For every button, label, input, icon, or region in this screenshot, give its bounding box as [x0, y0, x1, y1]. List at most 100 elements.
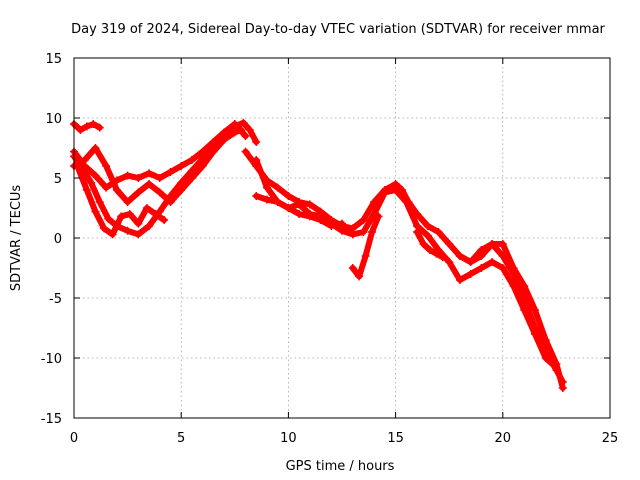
data-point: [155, 188, 164, 197]
data-point: [262, 183, 271, 192]
data-point: [241, 132, 250, 140]
data-point: [355, 272, 364, 281]
data-point: [239, 118, 248, 127]
data-series-track-8: [252, 192, 346, 230]
data-series-track-4: [70, 118, 261, 206]
data-series-track-1: [70, 120, 104, 134]
x-axis-ticks: 0 5 10 15 20 25: [70, 58, 618, 446]
data-point: [134, 188, 143, 197]
data-point: [100, 224, 109, 233]
data-point: [87, 178, 96, 187]
data-point: [425, 246, 434, 254]
x-tick-label: 5: [177, 431, 185, 446]
y-axis-label: SDTVAR / TECUs: [9, 185, 24, 292]
data-point: [509, 270, 518, 278]
data-point: [262, 195, 271, 204]
data-point: [241, 147, 250, 156]
data-point: [558, 378, 567, 386]
data-point: [552, 366, 561, 374]
data-point: [166, 168, 175, 176]
data-point: [338, 219, 346, 228]
series-line: [242, 148, 566, 391]
data-point: [151, 210, 160, 218]
y-tick-label: -5: [49, 292, 62, 307]
data-point: [104, 214, 113, 223]
data-point: [209, 147, 218, 156]
data-point: [284, 204, 293, 212]
data-point: [438, 253, 447, 262]
data-points: [70, 118, 567, 392]
data-point: [327, 222, 336, 230]
y-tick-label: 0: [54, 232, 62, 247]
data-point: [477, 264, 486, 272]
x-tick-label: 20: [495, 431, 512, 446]
data-point: [102, 162, 111, 170]
data-point: [252, 138, 261, 146]
data-point: [391, 186, 400, 194]
y-tick-label: 10: [45, 112, 62, 127]
data-series-track-6: [241, 147, 567, 392]
x-tick-label: 15: [387, 431, 404, 446]
y-tick-label: -15: [41, 412, 62, 427]
y-tick-label: 5: [54, 172, 62, 187]
data-point: [230, 122, 239, 131]
data-point: [145, 222, 154, 230]
data-point: [134, 219, 143, 228]
data-point: [91, 171, 100, 180]
data-point: [160, 216, 169, 224]
data-point: [220, 135, 229, 144]
data-point: [520, 294, 529, 302]
y-tick-label: 15: [45, 52, 62, 67]
data-point: [273, 183, 282, 192]
data-point: [252, 156, 261, 164]
data-point: [488, 258, 497, 266]
data-point: [445, 258, 454, 266]
data-point: [82, 186, 91, 194]
data-point: [530, 306, 539, 314]
data-point: [102, 183, 111, 192]
x-axis-label: GPS time / hours: [286, 459, 395, 474]
data-point: [445, 240, 454, 248]
data-point: [177, 162, 186, 170]
data-point: [145, 169, 154, 178]
data-point: [348, 264, 357, 272]
data-point: [305, 212, 314, 221]
y-tick-label: -10: [41, 352, 62, 367]
data-point: [80, 156, 89, 164]
data-point: [117, 212, 126, 221]
data-point: [134, 230, 143, 239]
data-point: [91, 207, 100, 216]
data-point: [155, 174, 164, 182]
data-series-track-9: [348, 212, 383, 281]
data-point: [123, 198, 132, 206]
data-point: [187, 174, 196, 182]
data-point: [295, 200, 304, 209]
data-series-track-10: [413, 228, 447, 262]
data-point: [466, 270, 475, 278]
data-point: [419, 240, 428, 248]
data-point: [316, 216, 325, 224]
data-point: [455, 252, 464, 260]
data-point: [134, 174, 143, 182]
data-point: [361, 252, 370, 260]
data-point: [413, 228, 422, 236]
data-point: [374, 212, 383, 221]
data-point: [145, 180, 154, 188]
data-point: [74, 164, 83, 173]
data-point: [348, 230, 357, 239]
data-point: [177, 186, 186, 194]
data-point: [530, 324, 539, 332]
data-point: [108, 230, 117, 239]
data-point: [432, 249, 441, 258]
y-axis-ticks: -15 -10 -5 0 5 10 15: [41, 52, 610, 427]
data-point: [237, 126, 246, 134]
x-tick-label: 0: [70, 431, 78, 446]
data-point: [245, 126, 254, 134]
data-point: [142, 204, 151, 212]
series-line: [71, 119, 260, 205]
data-series-track-11: [455, 240, 567, 386]
data-point: [82, 122, 91, 131]
data-point: [284, 192, 293, 200]
chart-title: Day 319 of 2024, Sidereal Day-to-day VTE…: [71, 22, 605, 37]
